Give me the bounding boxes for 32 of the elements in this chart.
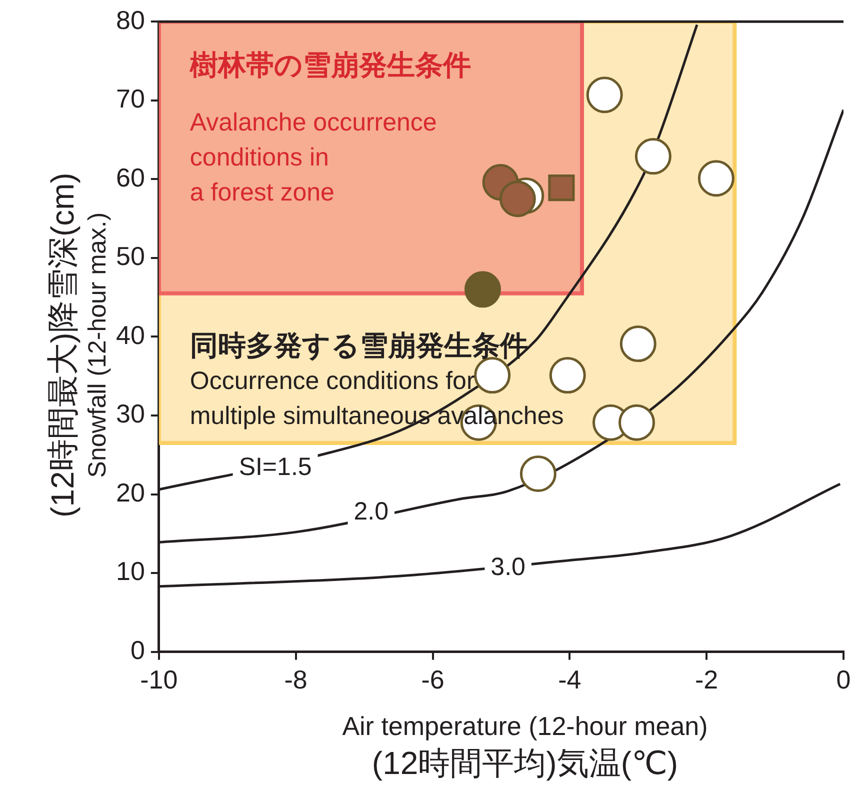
y-tick-label: 30 — [116, 398, 145, 429]
y-tick-label: 60 — [116, 162, 145, 192]
y-tick-label: 40 — [116, 320, 145, 350]
y-tick-label: 0 — [130, 634, 145, 665]
y-tick-label: 20 — [116, 477, 145, 508]
annotation: 2.0 — [354, 497, 389, 526]
series-label: 樹林帯の雪崩発生条件 — [188, 50, 471, 81]
x-tick-label: -4 — [558, 664, 582, 695]
y-axis-title: (12時間最大)降雪深(cm) Snowfall (12-hour max.) — [43, 172, 112, 518]
x-tick-label: -2 — [695, 664, 718, 695]
point — [634, 138, 672, 175]
annotation: SI=1.5 — [238, 453, 312, 482]
point — [620, 326, 656, 362]
x-tick-label: -8 — [284, 664, 308, 695]
annotation: Avalanche occurrence conditions in a forest zone — [190, 108, 437, 207]
point — [464, 271, 501, 308]
series-label: 同時多発する雪崩発生条件 — [190, 330, 528, 362]
x-tick-label: -6 — [421, 664, 444, 695]
point — [549, 357, 586, 394]
y-tick-label: 10 — [116, 556, 145, 586]
annotation: 3.0 — [490, 553, 526, 582]
x-axis-title: Air temperature (12-hour mean) (12時間平均)気温(℃) — [341, 710, 709, 782]
point — [586, 76, 623, 114]
x-tick-label: 0 — [836, 664, 851, 695]
point — [618, 404, 656, 441]
y-tick-label: 70 — [116, 84, 145, 114]
point — [548, 174, 575, 202]
y-tick-label: 80 — [116, 4, 145, 35]
x-tick-label: -10 — [140, 664, 178, 695]
point — [698, 160, 734, 197]
y-tick-label: 50 — [116, 241, 145, 272]
point — [499, 180, 536, 218]
